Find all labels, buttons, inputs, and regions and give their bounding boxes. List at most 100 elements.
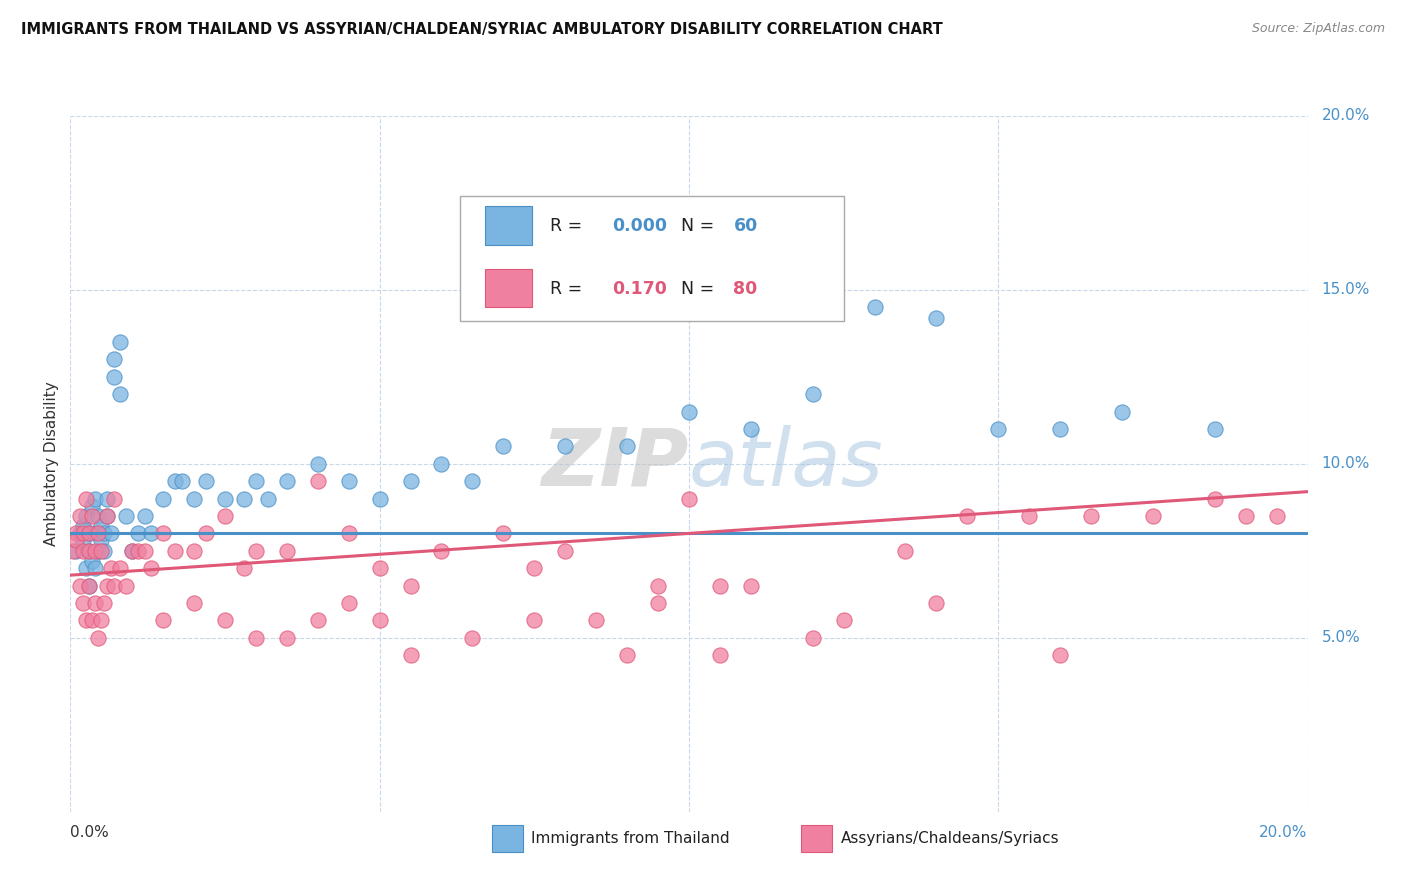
Point	[72, 596, 94, 610]
Text: Source: ZipAtlas.com: Source: ZipAtlas.com	[1251, 22, 1385, 36]
Text: 80: 80	[734, 279, 758, 298]
Point	[801, 631, 824, 645]
Text: 15.0%: 15.0%	[1322, 283, 1369, 297]
Point	[1234, 508, 1257, 523]
Point	[616, 648, 638, 662]
Point	[80, 614, 103, 628]
Point	[90, 614, 112, 628]
Point	[430, 543, 453, 558]
Point	[152, 614, 174, 628]
Point	[100, 526, 122, 541]
Point	[103, 369, 125, 384]
Text: Immigrants from Thailand: Immigrants from Thailand	[531, 831, 730, 846]
Point	[523, 614, 546, 628]
Point	[103, 352, 125, 367]
Point	[368, 561, 391, 575]
Point	[245, 631, 267, 645]
Text: R =: R =	[550, 279, 593, 298]
Point	[214, 508, 236, 523]
Point	[678, 491, 700, 506]
Point	[65, 526, 87, 541]
Point	[183, 491, 205, 506]
Point	[65, 543, 87, 558]
Point	[925, 310, 948, 325]
Point	[647, 596, 669, 610]
Point	[678, 404, 700, 418]
Point	[80, 508, 103, 523]
Point	[832, 614, 855, 628]
Text: 20.0%: 20.0%	[1260, 825, 1308, 840]
Point	[90, 519, 112, 533]
Point	[72, 526, 94, 541]
Point	[69, 578, 91, 592]
Text: atlas: atlas	[689, 425, 884, 503]
Y-axis label: Ambulatory Disability: Ambulatory Disability	[44, 382, 59, 546]
Point	[93, 526, 115, 541]
Point	[152, 491, 174, 506]
Point	[585, 614, 607, 628]
Point	[152, 526, 174, 541]
Point	[894, 543, 917, 558]
Point	[337, 596, 360, 610]
Point	[87, 526, 110, 541]
Point	[69, 526, 91, 541]
Text: 0.000: 0.000	[612, 217, 668, 235]
Point	[1049, 422, 1071, 436]
Point	[77, 543, 100, 558]
Point	[65, 533, 87, 548]
Point	[461, 474, 484, 488]
Text: 20.0%: 20.0%	[1322, 109, 1369, 123]
Point	[1111, 404, 1133, 418]
Text: R =: R =	[550, 217, 593, 235]
Point	[492, 439, 515, 453]
Point	[96, 491, 118, 506]
Point	[103, 578, 125, 592]
Point	[461, 631, 484, 645]
Point	[80, 554, 103, 568]
Text: Assyrians/Chaldeans/Syriacs: Assyrians/Chaldeans/Syriacs	[841, 831, 1059, 846]
Point	[127, 526, 149, 541]
Text: 5.0%: 5.0%	[1322, 631, 1361, 645]
Point	[523, 561, 546, 575]
Point	[84, 526, 107, 541]
Point	[77, 526, 100, 541]
Point	[90, 543, 112, 558]
Point	[134, 543, 156, 558]
Point	[232, 491, 254, 506]
Point	[276, 631, 298, 645]
Point	[93, 596, 115, 610]
Point	[100, 561, 122, 575]
Point	[103, 491, 125, 506]
Point	[108, 334, 131, 349]
Point	[399, 648, 422, 662]
Point	[554, 439, 576, 453]
Point	[1204, 491, 1226, 506]
Point	[96, 578, 118, 592]
Point	[121, 543, 143, 558]
Point	[399, 474, 422, 488]
Point	[96, 508, 118, 523]
Point	[84, 596, 107, 610]
Point	[276, 474, 298, 488]
Point	[84, 561, 107, 575]
Point	[75, 561, 97, 575]
Point	[1204, 422, 1226, 436]
Point	[399, 578, 422, 592]
Point	[127, 543, 149, 558]
Point	[170, 474, 193, 488]
Point	[72, 533, 94, 548]
Text: ZIP: ZIP	[541, 425, 689, 503]
Point	[307, 474, 329, 488]
Point	[257, 491, 280, 506]
Point	[925, 596, 948, 610]
Point	[139, 561, 162, 575]
Point	[121, 543, 143, 558]
Point	[93, 543, 115, 558]
Text: 0.0%: 0.0%	[70, 825, 110, 840]
Point	[709, 578, 731, 592]
Point	[245, 474, 267, 488]
Point	[1049, 648, 1071, 662]
Point	[75, 614, 97, 628]
Point	[987, 422, 1010, 436]
Point	[307, 614, 329, 628]
